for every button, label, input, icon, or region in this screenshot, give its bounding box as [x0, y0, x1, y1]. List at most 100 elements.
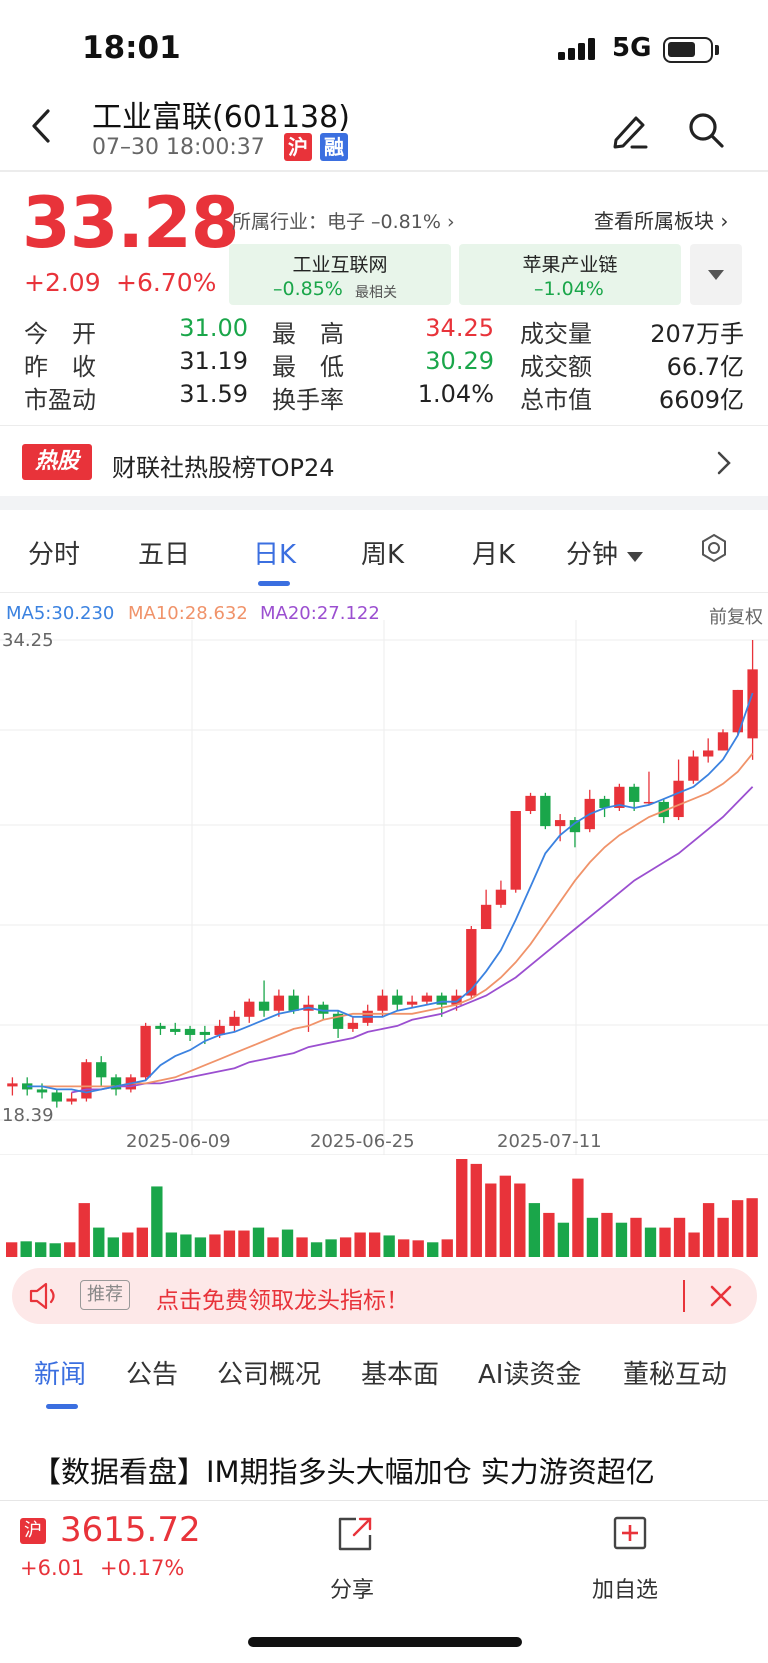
volume-bar [499, 1175, 511, 1257]
candle-body [51, 1092, 62, 1102]
candle-body [377, 995, 388, 1011]
volume-bar [572, 1178, 584, 1257]
promo-banner[interactable] [12, 1268, 757, 1324]
volume-bar [339, 1237, 352, 1257]
candle-body [66, 1098, 77, 1102]
volume-bar [296, 1237, 308, 1257]
industry-link[interactable]: 所属行业：电子 –0.81% › [232, 207, 455, 234]
adjust-mode-button[interactable]: 前复权 [709, 607, 763, 628]
x-tick-label: 2025-07-11 [497, 1131, 602, 1152]
candle-body [392, 995, 403, 1005]
tab-weekly-k[interactable]: 周K [361, 540, 405, 570]
banner-text[interactable]: 点击免费领取龙头指标！ [156, 1288, 409, 1314]
candle-body [747, 669, 758, 739]
candle-body [451, 995, 462, 1005]
stat-label: 换手率 [272, 386, 344, 414]
volume-bar [223, 1230, 236, 1257]
candle-body [732, 689, 743, 733]
index-value[interactable]: 3615.72 [60, 1510, 201, 1550]
triangle-down-icon [708, 270, 724, 280]
candle-body [466, 929, 477, 996]
volume-bar [615, 1222, 628, 1257]
volume-bar [528, 1203, 541, 1257]
tab-intraday[interactable]: 分时 [28, 540, 81, 570]
stat-label: 成交量 [520, 320, 592, 348]
sector-card-2[interactable]: 苹果产业链 –1.04% [459, 244, 681, 305]
candle-body [332, 1013, 344, 1029]
stat-value: 30.29 [425, 347, 494, 375]
tab-news[interactable]: 新闻 [34, 1360, 87, 1390]
volume-bar [543, 1212, 555, 1257]
tab-announcements[interactable]: 公告 [126, 1360, 179, 1390]
volume-bar [644, 1227, 657, 1257]
sector-card-1[interactable]: 工业互联网 –0.85% 最相关 [229, 244, 451, 305]
share-icon[interactable] [336, 1515, 374, 1553]
close-icon[interactable] [709, 1284, 733, 1308]
sector-expand-button[interactable] [690, 244, 742, 305]
banner-divider [683, 1280, 685, 1312]
recommend-tag: 推荐 [80, 1280, 130, 1310]
candle-body [525, 795, 536, 811]
tab-minute-label: 分钟 [566, 540, 619, 570]
back-arrow-icon[interactable] [30, 108, 54, 144]
network-label: 5G [612, 33, 652, 63]
tab-daily-k[interactable]: 日K [253, 540, 297, 570]
volume-bar [281, 1229, 294, 1257]
candle-body [318, 1004, 329, 1014]
add-watchlist-button[interactable]: 加自选 [592, 1578, 659, 1603]
candle-body [81, 1062, 92, 1099]
candle-body [673, 780, 684, 818]
index-change: +6.01 [20, 1556, 85, 1580]
tab-ai-funds[interactable]: AI读资金 [478, 1360, 582, 1390]
search-icon[interactable] [686, 110, 726, 150]
candlestick-chart[interactable] [0, 620, 768, 1155]
candle-body [614, 786, 625, 808]
candle-body [229, 1016, 240, 1026]
volume-bar [717, 1217, 729, 1257]
candle-body [140, 1025, 151, 1078]
hot-stock-row[interactable]: 热股 财联社热股榜TOP24 [0, 426, 768, 496]
volume-bar [136, 1227, 148, 1257]
tab-company-profile[interactable]: 公司概况 [217, 1360, 322, 1390]
candle-body [658, 801, 669, 818]
news-headline[interactable]: 【数据看盘】IM期指多头大幅加仓 实力游资超亿 [32, 1455, 655, 1489]
tab-fundamentals[interactable]: 基本面 [361, 1360, 440, 1390]
candle-body [110, 1077, 122, 1090]
index-market-tag: 沪 [20, 1518, 46, 1544]
volume-bar [49, 1243, 61, 1257]
volume-bar [398, 1239, 410, 1257]
stat-value: 31.59 [179, 380, 248, 408]
volume-bar [586, 1217, 599, 1257]
volume-bar [688, 1232, 700, 1257]
edit-icon[interactable] [608, 110, 650, 152]
tab-monthly-k[interactable]: 月K [472, 540, 516, 570]
volume-chart [6, 1159, 758, 1257]
volume-bar [441, 1239, 453, 1257]
volume-bar [252, 1227, 265, 1257]
divider [0, 592, 768, 593]
chevron-right-icon: › [446, 211, 455, 233]
tab-minute[interactable]: 分钟 [566, 534, 644, 571]
candle-body [199, 1031, 211, 1035]
stat-label: 市盈动 [24, 386, 96, 414]
view-sector-label: 查看所属板块 [594, 209, 714, 233]
stat-value: 31.19 [179, 347, 248, 375]
add-watchlist-icon[interactable] [612, 1515, 648, 1551]
candle-body [155, 1025, 166, 1029]
tab-secretary-qa[interactable]: 董秘互动 [623, 1360, 728, 1390]
tab-five-day[interactable]: 五日 [138, 540, 191, 570]
sector-change: –0.85% [273, 278, 343, 300]
volume-bar [702, 1203, 715, 1257]
candle-body [244, 1001, 255, 1017]
margin-tag: 融 [320, 133, 348, 161]
bottom-bar [0, 1500, 768, 1663]
ma20-line [71, 786, 754, 1094]
stat-value: 31.00 [179, 314, 248, 342]
share-button[interactable]: 分享 [330, 1578, 375, 1603]
divider [0, 170, 768, 172]
candle-body [96, 1062, 107, 1078]
volume-bar [368, 1232, 381, 1257]
settings-icon[interactable] [699, 533, 729, 563]
view-sector-link[interactable]: 查看所属板块 › [594, 205, 728, 234]
home-indicator [248, 1637, 522, 1647]
